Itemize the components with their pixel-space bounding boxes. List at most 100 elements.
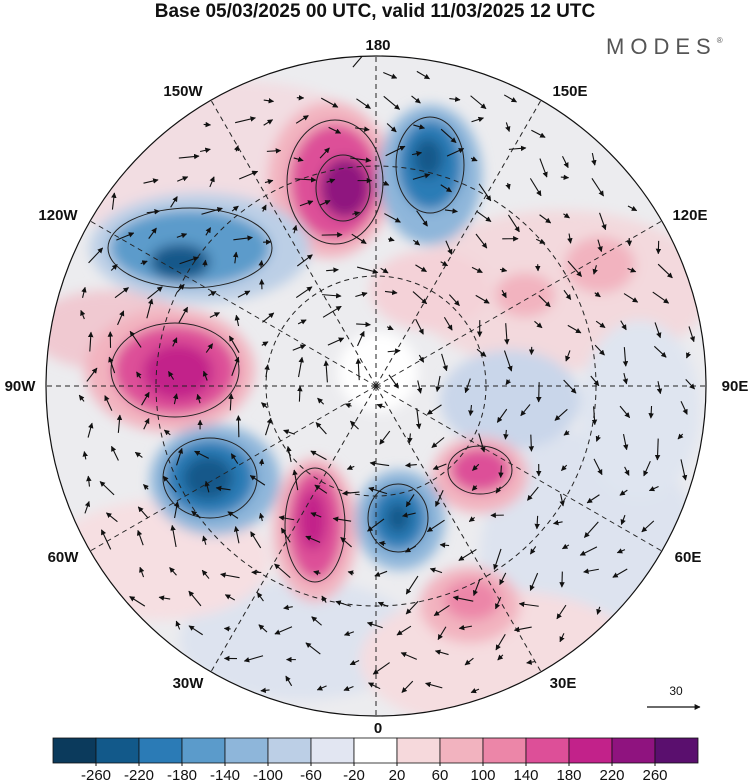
wind-arrow-icon <box>233 526 240 544</box>
colorbar-swatch <box>611 737 656 764</box>
lon-label-30w: 30W <box>173 675 205 692</box>
wind-arrow-icon <box>314 484 328 494</box>
wind-arrow-icon <box>426 404 442 415</box>
wind-arrow-icon <box>504 323 510 345</box>
wind-arrow-icon <box>560 174 570 181</box>
wind-arrow-icon <box>293 156 304 162</box>
wind-arrow-icon <box>86 367 98 382</box>
wind-arrow-icon <box>265 417 273 436</box>
map-boundary <box>45 55 707 717</box>
wind-arrow-icon <box>559 493 565 507</box>
wind-arrow-icon <box>266 148 282 154</box>
lon-label-120w: 120W <box>38 207 78 224</box>
wind-arrow-icon <box>209 176 215 188</box>
wind-arrow-icon <box>648 486 659 492</box>
wind-arrow-icon <box>595 435 601 442</box>
wind-arrow-icon <box>209 312 220 318</box>
wind-arrow-icon <box>468 404 474 416</box>
wind-arrow-icon <box>496 408 508 423</box>
lon-label-150e: 150E <box>552 83 587 100</box>
wind-arrow-icon <box>513 626 532 633</box>
wind-arrow-icon <box>224 594 236 601</box>
wind-arrow-icon <box>366 621 383 629</box>
wind-arrow-icon <box>413 124 425 130</box>
wind-arrow-icon <box>405 575 419 595</box>
wind-arrow-icon <box>297 385 303 402</box>
wind-arrow-icon <box>680 401 688 415</box>
anomaly-positive <box>444 580 500 620</box>
wind-arrow-icon <box>471 116 484 123</box>
wind-arrow-icon <box>444 208 458 214</box>
wind-arrow-icon <box>567 260 582 277</box>
wind-arrow-icon <box>327 337 345 346</box>
wind-arrow-icon <box>616 548 626 554</box>
wind-arrow-icon <box>262 312 275 323</box>
wind-arrow-icon <box>503 350 513 372</box>
wind-arrow-icon <box>416 70 430 80</box>
wind-arrow-icon <box>402 512 416 518</box>
wind-arrow-icon <box>261 204 267 212</box>
wind-arrow-icon <box>401 680 414 693</box>
wind-arrow-icon <box>369 460 390 467</box>
wind-arrow-icon <box>445 240 453 255</box>
wind-arrow-icon <box>278 515 295 521</box>
wind-arrow-icon <box>478 433 486 453</box>
wind-arrow-icon <box>435 490 444 507</box>
wind-arrow-icon <box>592 265 598 275</box>
colorbar-tick-label: -20 <box>343 767 365 783</box>
wind-arrow-icon <box>129 330 142 348</box>
colorbar-swatch <box>353 737 398 764</box>
wind-arrow-icon <box>323 360 329 383</box>
wind-arrow-icon <box>594 291 601 298</box>
wind-arrow-icon <box>141 391 150 406</box>
colorbar-swatch <box>396 737 441 764</box>
wind-arrow-icon <box>627 267 637 273</box>
wind-arrow-icon <box>472 463 480 471</box>
wind-arrow-icon <box>411 151 422 157</box>
meridian-line <box>210 385 377 673</box>
wind-arrow-icon <box>591 406 598 426</box>
wind-arrow-icon <box>230 453 239 464</box>
wind-arrow-icon <box>352 210 361 217</box>
wind-arrow-icon <box>176 232 188 239</box>
wind-arrow-icon <box>405 494 415 508</box>
wind-arrow-icon <box>400 652 418 660</box>
wind-arrow-icon <box>405 600 419 615</box>
wind-arrow-icon <box>495 596 502 610</box>
wind-arrow-icon <box>344 402 352 409</box>
wind-arrow-icon <box>114 287 129 299</box>
colorbar-tick-label: -100 <box>253 767 283 783</box>
wind-arrow-icon <box>429 567 443 574</box>
wind-arrow-icon <box>440 184 452 193</box>
wind-arrow-icon <box>620 320 627 331</box>
wind-arrow-icon <box>464 657 474 666</box>
wind-arrow-icon <box>619 489 628 496</box>
wind-arrow-icon <box>654 438 661 461</box>
wind-arrow-icon <box>386 325 394 331</box>
wind-arrow-icon <box>561 543 570 550</box>
wind-arrow-icon <box>335 600 351 607</box>
wind-arrow-icon <box>104 395 113 411</box>
graticule <box>46 56 706 716</box>
wind-arrow-icon <box>82 451 88 460</box>
wind-arrow-icon <box>173 501 180 519</box>
wind-arrow-icon <box>471 484 478 491</box>
pole-region <box>338 332 418 412</box>
wind-arrow-icon <box>169 567 177 576</box>
wind-arrow-icon <box>383 72 398 79</box>
wind-arrow-icon <box>355 358 362 381</box>
wind-arrow-icon <box>563 430 570 436</box>
wind-arrow-icon <box>648 405 654 419</box>
wind-arrow-icon <box>620 514 626 526</box>
wind-arrow-icon <box>656 381 663 395</box>
wind-arrow-icon <box>595 320 606 329</box>
anomaly-positive <box>299 490 327 550</box>
wind-arrow-icon <box>531 129 546 138</box>
wind-arrow-icon <box>129 596 146 607</box>
wind-arrow-icon <box>227 511 239 519</box>
anomaly-positive <box>320 158 370 218</box>
wind-arrow-icon <box>283 604 293 611</box>
wind-arrow-icon <box>627 205 638 212</box>
wind-arrow-icon <box>652 291 670 304</box>
